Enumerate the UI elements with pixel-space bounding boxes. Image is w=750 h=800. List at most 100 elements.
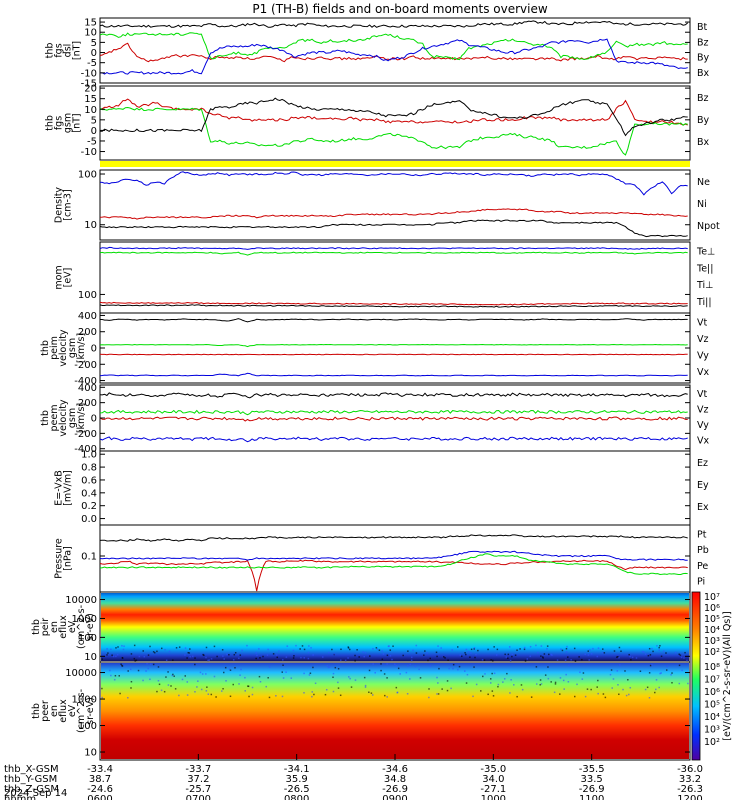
x-row-value: 0600 — [87, 794, 112, 800]
spectrogram-fleck — [564, 659, 567, 662]
spectrogram-fleck — [292, 657, 295, 659]
spectrogram-fleck — [609, 673, 612, 676]
spectrogram-fleck — [491, 672, 493, 675]
spectrogram-fleck — [241, 649, 243, 652]
spectrogram-fleck — [200, 688, 203, 691]
spectrogram-fleck — [133, 644, 136, 647]
x-row-value: 33.5 — [581, 774, 603, 785]
y-axis-label: thb — [45, 115, 56, 131]
x-row-value: -26.5 — [284, 784, 310, 795]
spectrogram-fleck — [660, 672, 662, 674]
spectrogram-fleck — [213, 645, 216, 648]
spectrogram-fleck — [588, 659, 590, 661]
y-axis-label: gsm — [67, 338, 78, 358]
spectrogram-fleck — [649, 664, 652, 667]
legend-Vy: Vy — [697, 351, 709, 362]
spectrogram-fleck — [407, 650, 409, 652]
spectrogram-fleck — [659, 672, 661, 675]
spectrogram-fleck — [354, 659, 356, 662]
date-label: 2024 Sep 14 — [4, 788, 67, 799]
y-axis-label: [nPa] — [63, 546, 74, 571]
spectrogram-fleck — [378, 649, 381, 651]
spectrogram-fleck — [409, 678, 411, 680]
spectrogram-fleck — [259, 657, 261, 659]
y-tick-label: 10 — [84, 748, 97, 759]
panel-density: 100 10 Density[cm-3] Ne Ni Npot — [54, 169, 720, 241]
y-tick-label: 1.0 — [81, 450, 97, 461]
spectrogram-fleck — [375, 647, 378, 649]
spectrogram-fleck — [482, 675, 484, 678]
spectrogram-fleck — [113, 678, 116, 681]
spectrogram-fleck — [546, 647, 548, 650]
spectrogram-fleck — [203, 654, 205, 656]
spectrogram-fleck — [172, 659, 174, 661]
spectrogram-fleck — [464, 652, 466, 654]
panel-pressure: 0.1 Pressure[nPa] Pt Pb Pe Pi — [54, 524, 709, 593]
x-row-value: 0800 — [284, 794, 309, 800]
spectrogram-fleck — [474, 656, 476, 659]
y-axis-label: en — [49, 705, 60, 717]
spectrogram-fleck — [551, 654, 553, 656]
spectrogram-fleck — [511, 653, 514, 656]
spectrogram-fleck — [301, 645, 304, 647]
spectrogram-fleck — [328, 666, 331, 668]
spectrogram-fleck — [205, 690, 208, 692]
colorbar-tick: 10⁷ — [704, 592, 720, 603]
spectrogram-fleck — [436, 676, 438, 679]
spectrogram-fleck — [347, 646, 350, 648]
legend-Pi: Pi — [697, 577, 705, 588]
y-axis-label: mom — [54, 265, 65, 289]
plot-frame — [99, 312, 691, 384]
spectrogram-fleck — [618, 646, 621, 649]
series-line-Pi — [99, 550, 688, 561]
y-axis-label: [nT] — [72, 41, 83, 60]
spectrogram-fleck — [521, 688, 524, 691]
spectrogram-fleck — [654, 691, 656, 694]
spectrogram-fleck — [222, 671, 225, 674]
x-row-value: -27.1 — [480, 784, 506, 795]
y-tick-label: 1000 — [72, 614, 97, 625]
spectrogram-fleck — [519, 648, 521, 650]
spectrogram-fleck — [232, 659, 235, 661]
spectrogram-fleck — [149, 663, 152, 665]
spectrogram-fleck — [337, 687, 340, 689]
spectrogram-fleck — [374, 671, 376, 674]
x-row-value: 34.0 — [482, 774, 504, 785]
legend-Pt: Pt — [697, 529, 707, 540]
spectrogram-fleck — [152, 663, 155, 666]
spectrogram-fleck — [210, 658, 213, 660]
spectrogram-fleck — [372, 648, 374, 650]
series-line-Te⊥ — [99, 301, 688, 306]
spectrogram-fleck — [170, 685, 172, 687]
spectrogram-fleck — [322, 656, 324, 658]
series-line-Npot — [99, 171, 688, 196]
series-line-Ne — [99, 208, 688, 220]
spectrogram-fleck — [354, 654, 356, 657]
x-row-value: -26.9 — [579, 784, 605, 795]
spectrogram-fleck — [184, 654, 186, 656]
spectrogram-fleck — [178, 694, 180, 697]
spectrogram-fleck — [670, 673, 672, 676]
legend-Vy: Vy — [697, 420, 709, 431]
y-axis-label: eflux — [58, 699, 69, 723]
spectrogram-fleck — [436, 693, 438, 695]
y-axis-label: fgs — [54, 116, 65, 130]
spectrogram-fleck — [681, 669, 683, 672]
spectrogram-fleck — [412, 649, 414, 652]
spectrogram-fleck — [631, 656, 634, 659]
y-tick-label: -5 — [87, 58, 97, 69]
spectrogram-fleck — [216, 655, 218, 658]
spectrogram-fleck — [278, 650, 280, 652]
spectrogram-fleck — [619, 664, 621, 666]
spectrogram-fleck — [492, 695, 495, 697]
y-tick-label: 0 — [91, 414, 97, 425]
y-axis-label: [km/s] — [76, 333, 87, 363]
y-tick-label: -400 — [74, 444, 97, 455]
spectrogram-fleck — [109, 669, 111, 672]
spectrogram-fleck — [465, 682, 468, 684]
y-axis-label: eV — [67, 620, 78, 633]
spectrogram-fleck — [644, 688, 647, 691]
spectrogram-fleck — [174, 688, 177, 690]
spectrogram-fleck — [535, 644, 537, 647]
spectrogram-fleck — [602, 648, 604, 650]
